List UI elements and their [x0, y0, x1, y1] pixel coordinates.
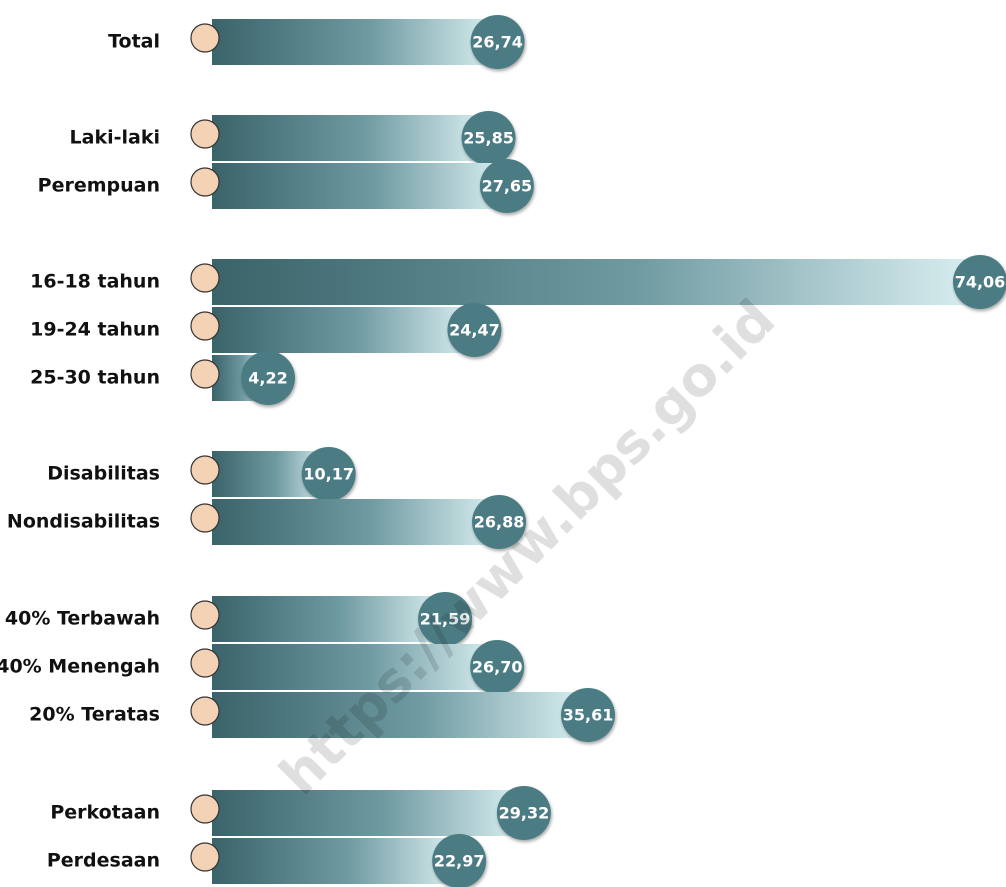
bar	[212, 838, 460, 884]
value-label: 10,17	[303, 465, 354, 484]
bar	[212, 259, 980, 305]
category-label: Disabilitas	[47, 463, 160, 485]
value-label: 26,88	[474, 513, 525, 532]
category-label: Nondisabilitas	[7, 511, 160, 533]
category-label: 20% Teratas	[29, 704, 160, 726]
bars: Total 26,74 Laki-laki 25,85 Perempuan 27,65 16…	[0, 15, 1006, 887]
value-label: 4,22	[248, 369, 287, 388]
category-label: Perempuan	[38, 175, 160, 197]
value-badge	[461, 111, 516, 165]
icon	[190, 648, 220, 678]
value-badge	[496, 786, 551, 840]
icon	[190, 167, 220, 197]
bar	[212, 790, 524, 836]
value-badge	[241, 351, 296, 405]
bar	[212, 307, 475, 353]
icon	[190, 696, 220, 726]
icon	[190, 600, 220, 630]
category-label: 25-30 tahun	[30, 367, 160, 389]
value-badge	[953, 255, 1006, 309]
category-label: 40% Menengah	[0, 656, 160, 678]
value-badge	[301, 447, 356, 501]
category-label: 16-18 tahun	[30, 271, 160, 293]
value-label: 25,85	[463, 129, 514, 148]
category-label: Laki-laki	[70, 127, 160, 149]
value-label: 26,70	[472, 658, 523, 677]
value-badge	[561, 688, 616, 742]
bar	[212, 692, 589, 738]
icon	[190, 503, 220, 533]
icon	[190, 359, 220, 389]
category-label: Perdesaan	[47, 850, 160, 872]
value-label: 29,32	[499, 804, 550, 823]
value-label: 27,65	[482, 177, 533, 196]
value-label: 21,59	[420, 610, 471, 629]
icon	[190, 794, 220, 824]
bar	[212, 115, 489, 161]
value-badge	[472, 495, 527, 549]
bar	[212, 596, 446, 642]
bar	[212, 644, 498, 690]
value-badge	[432, 834, 487, 887]
icon	[190, 455, 220, 485]
value-label: 35,61	[563, 706, 614, 725]
icon	[190, 23, 220, 53]
icon	[190, 311, 220, 341]
bar	[212, 163, 507, 209]
icon	[190, 119, 220, 149]
value-badge	[447, 303, 502, 357]
category-label: 19-24 tahun	[30, 319, 160, 341]
value-label: 22,97	[434, 852, 485, 871]
value-label: 26,74	[472, 33, 523, 52]
icon	[190, 842, 220, 872]
value-label: 24,47	[449, 321, 500, 340]
bar	[212, 19, 498, 65]
icon	[190, 263, 220, 293]
value-label: 74,06	[955, 273, 1006, 292]
category-label: Perkotaan	[50, 802, 160, 824]
bar	[212, 499, 500, 545]
value-badge	[479, 159, 534, 213]
value-badge	[470, 15, 525, 69]
category-label: Total	[108, 31, 160, 53]
value-badge	[418, 592, 473, 646]
value-badge	[470, 640, 525, 694]
category-label: 40% Terbawah	[5, 608, 160, 630]
